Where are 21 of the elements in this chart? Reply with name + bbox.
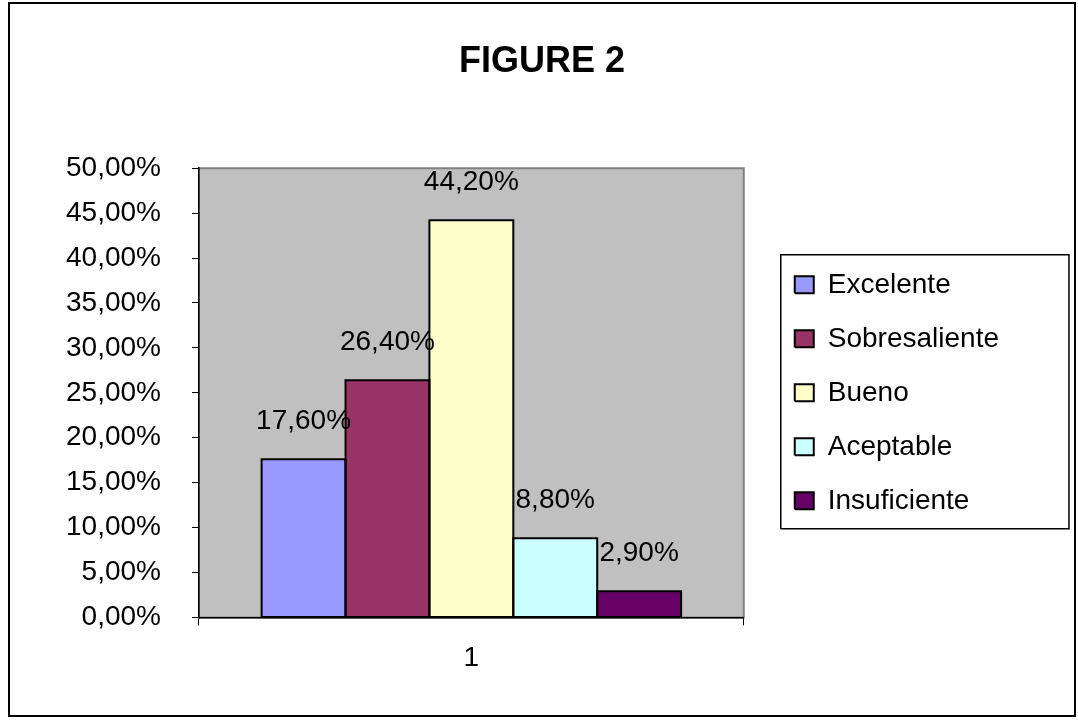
chart-title: FIGURE 2 (458, 38, 626, 80)
y-tick-label: 20,00% (66, 420, 161, 452)
y-tick-label: 15,00% (66, 465, 161, 497)
legend-label: Aceptable (827, 429, 953, 461)
y-tick-label: 10,00% (66, 510, 161, 542)
data-label: 44,20% (423, 165, 519, 197)
y-tick-label: 0,00% (81, 600, 161, 632)
y-tick-label: 40,00% (66, 240, 161, 272)
x-tick-label: 1 (463, 640, 480, 672)
legend-label: Sobresaliente (827, 321, 999, 353)
legend-label: Bueno (827, 375, 909, 407)
y-tick-label: 5,00% (81, 555, 161, 587)
y-tick-label: 35,00% (66, 285, 161, 317)
data-label: 2,90% (599, 536, 679, 568)
legend-label: Insuficiente (827, 483, 970, 515)
data-label: 8,80% (515, 483, 595, 515)
y-tick-label: 50,00% (66, 150, 161, 182)
y-tick-label: 45,00% (66, 195, 161, 227)
legend-label: Excelente (827, 267, 951, 299)
y-tick-label: 25,00% (66, 375, 161, 407)
y-tick-label: 30,00% (66, 330, 161, 362)
